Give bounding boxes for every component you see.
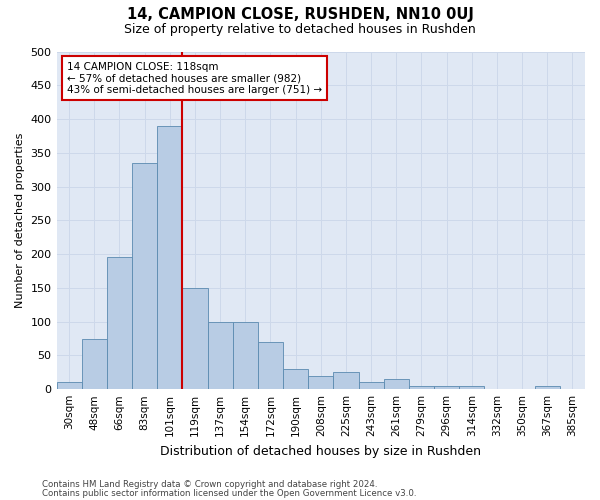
Text: 14 CAMPION CLOSE: 118sqm
← 57% of detached houses are smaller (982)
43% of semi-: 14 CAMPION CLOSE: 118sqm ← 57% of detach… <box>67 62 322 95</box>
Bar <box>233 322 258 389</box>
Bar <box>434 386 459 389</box>
Text: Contains HM Land Registry data © Crown copyright and database right 2024.: Contains HM Land Registry data © Crown c… <box>42 480 377 489</box>
Bar <box>535 386 560 389</box>
Bar <box>308 376 334 389</box>
Y-axis label: Number of detached properties: Number of detached properties <box>15 132 25 308</box>
Bar <box>409 386 434 389</box>
Bar <box>334 372 359 389</box>
Bar <box>208 322 233 389</box>
Bar <box>383 379 409 389</box>
Bar <box>107 258 132 389</box>
Text: Size of property relative to detached houses in Rushden: Size of property relative to detached ho… <box>124 22 476 36</box>
X-axis label: Distribution of detached houses by size in Rushden: Distribution of detached houses by size … <box>160 444 481 458</box>
Bar <box>157 126 182 389</box>
Bar <box>258 342 283 389</box>
Bar <box>132 163 157 389</box>
Text: 14, CAMPION CLOSE, RUSHDEN, NN10 0UJ: 14, CAMPION CLOSE, RUSHDEN, NN10 0UJ <box>127 8 473 22</box>
Bar <box>359 382 383 389</box>
Text: Contains public sector information licensed under the Open Government Licence v3: Contains public sector information licen… <box>42 488 416 498</box>
Bar <box>283 369 308 389</box>
Bar <box>182 288 208 389</box>
Bar <box>56 382 82 389</box>
Bar <box>82 338 107 389</box>
Bar <box>459 386 484 389</box>
